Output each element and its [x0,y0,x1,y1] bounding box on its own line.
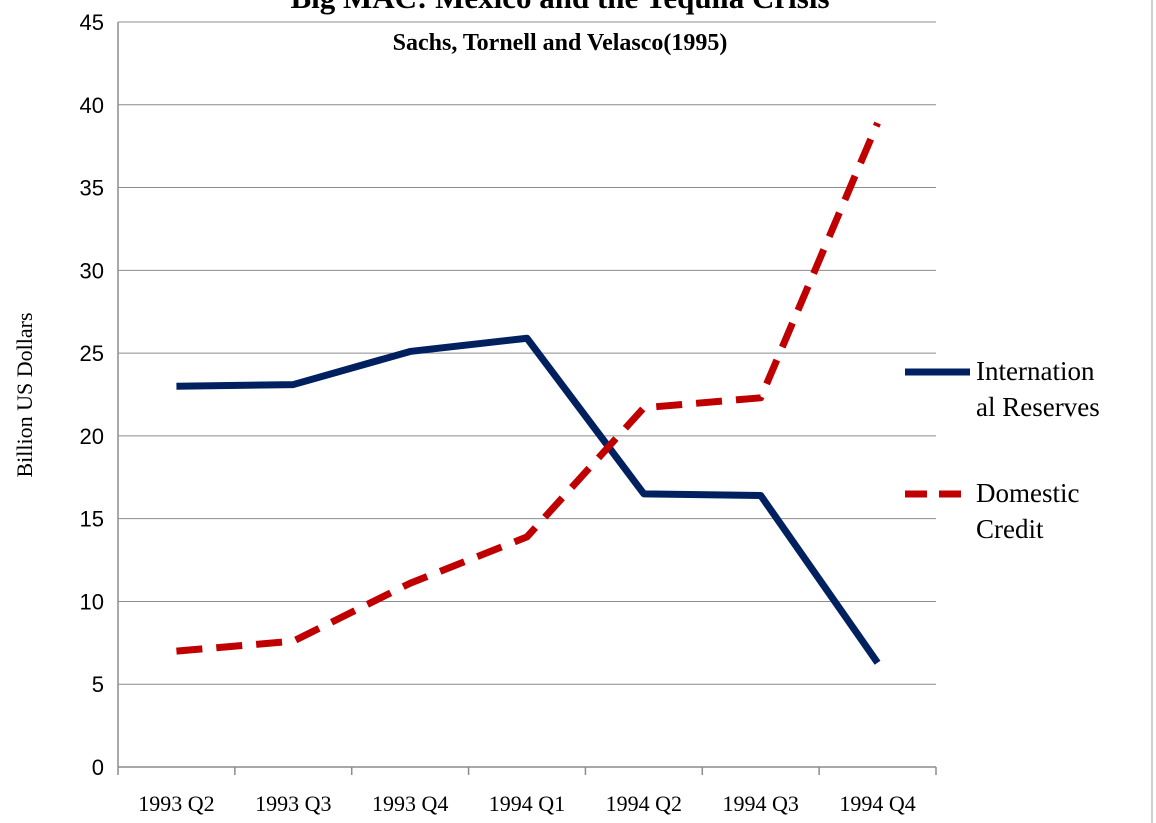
y-tick-label: 15 [80,507,104,532]
y-tick-label: 0 [92,755,104,780]
y-tick-label: 40 [80,93,104,118]
y-axis-label: Billion US Dollars [12,312,37,477]
series-line [176,121,881,655]
x-tick-label: 1994 Q4 [839,791,915,816]
x-tick-label: 1994 Q2 [606,791,682,816]
y-tick-label: 10 [80,589,104,614]
x-tick-label: 1994 Q3 [723,791,799,816]
x-tick-label: 1993 Q2 [138,791,214,816]
legend-label: Domestic Credit [976,478,1086,544]
y-tick-label: 20 [80,424,104,449]
y-tick-label: 5 [92,672,104,697]
chart-subtitle: Sachs, Tornell and Velasco(1995) [393,30,728,56]
y-tick-label: 30 [80,258,104,283]
x-tick-label: 1993 Q3 [255,791,331,816]
x-tick-label: 1993 Q4 [372,791,448,816]
series-line [176,334,881,665]
y-tick-label: 35 [80,176,104,201]
x-tick-label: 1994 Q1 [489,791,565,816]
y-tick-label: 25 [80,341,104,366]
y-tick-label: 45 [80,10,104,35]
chart-title: Big MAC: Mexico and the Tequila Crisis [290,0,829,15]
legend-label: Internation al Reserves [976,356,1100,422]
